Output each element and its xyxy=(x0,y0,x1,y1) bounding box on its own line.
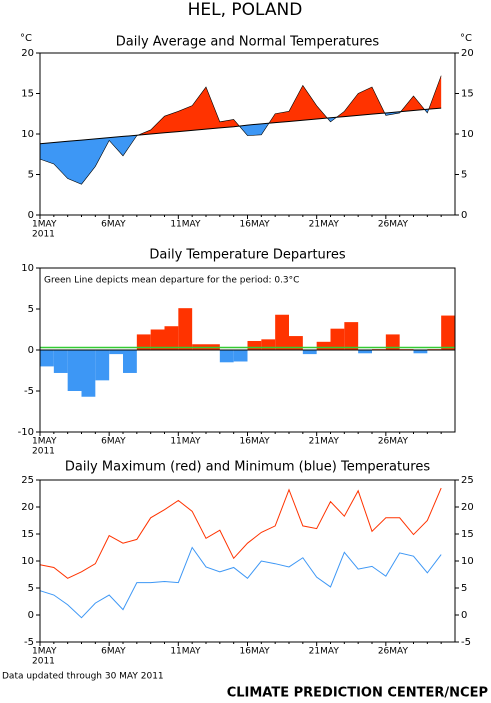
bar xyxy=(219,350,234,363)
y2-tick-label: 20 xyxy=(461,502,474,513)
y-tick-label: 0 xyxy=(28,210,34,221)
bar xyxy=(178,308,193,350)
x-tick-label: 1MAY xyxy=(32,220,57,230)
plot-frame xyxy=(39,479,456,643)
y-tick-label: 10 xyxy=(21,263,34,274)
bar xyxy=(109,350,123,355)
x-tick-label: 26MAY xyxy=(378,647,409,657)
y-tick-label: 0 xyxy=(28,610,34,621)
bar xyxy=(95,350,110,381)
y2-tick-label: 0 xyxy=(461,210,467,221)
x-tick-label: 6MAY xyxy=(101,437,126,447)
y2-tick-label: 20 xyxy=(461,48,474,59)
area-below xyxy=(40,108,442,185)
x-tick-label: 26MAY xyxy=(378,220,409,230)
y-tick-label: -10 xyxy=(18,427,34,438)
bar xyxy=(302,350,317,355)
y2-tick-label: 5 xyxy=(461,583,467,594)
average-line xyxy=(39,75,442,185)
bar xyxy=(67,350,82,391)
normal-line xyxy=(39,107,442,145)
bar xyxy=(344,322,359,350)
panel-title: Daily Average and Normal Temperatures xyxy=(116,35,380,50)
x-tick-label: 26MAY xyxy=(378,437,409,447)
bar xyxy=(233,350,248,362)
x-tick-label: 16MAY xyxy=(240,437,271,447)
y2-tick-label: 10 xyxy=(461,129,474,140)
panel-title: Daily Maximum (red) and Minimum (blue) T… xyxy=(65,460,430,475)
bar xyxy=(385,334,400,350)
bar xyxy=(358,350,372,354)
y-tick-label: 0 xyxy=(28,345,34,356)
bar xyxy=(123,350,137,373)
x-tick-label: 21MAY xyxy=(309,220,340,230)
y-tick-label: 25 xyxy=(21,475,34,486)
x-tick-label: 16MAY xyxy=(240,647,271,657)
y2-tick-label: -5 xyxy=(461,637,471,648)
bar xyxy=(164,326,179,350)
x-tick-label: 11MAY xyxy=(170,437,201,447)
x-tick-label: 6MAY xyxy=(101,647,126,657)
bar xyxy=(150,329,165,350)
area-above xyxy=(40,75,442,144)
x-tick-label: 11MAY xyxy=(170,647,201,657)
x-tick-label: 21MAY xyxy=(309,437,340,447)
bar xyxy=(330,328,345,350)
y-tick-label: 5 xyxy=(28,304,34,315)
y2-axis-label: °C xyxy=(460,33,472,44)
y-tick-label: 10 xyxy=(21,556,34,567)
series-line xyxy=(39,546,442,619)
x-tick-label: 16MAY xyxy=(240,220,271,230)
y-tick-label: 10 xyxy=(21,129,34,140)
bar xyxy=(289,336,303,350)
y-tick-label: -5 xyxy=(24,637,34,648)
y-tick-label: 5 xyxy=(28,170,34,181)
bar xyxy=(261,339,276,350)
y-axis-label: °C xyxy=(20,33,32,44)
y2-tick-label: 15 xyxy=(461,89,474,100)
x-year-label: 2011 xyxy=(32,230,55,240)
x-tick-label: 11MAY xyxy=(170,220,201,230)
bar xyxy=(316,341,331,350)
y2-tick-label: 10 xyxy=(461,556,474,567)
bar xyxy=(40,350,54,367)
annotation: Green Line depicts mean departure for th… xyxy=(44,276,299,286)
y-tick-label: 5 xyxy=(28,583,34,594)
x-tick-label: 1MAY xyxy=(32,647,57,657)
bar xyxy=(275,314,289,350)
bar xyxy=(136,334,151,350)
footer-note: Data updated through 30 MAY 2011 xyxy=(2,672,164,682)
y-tick-label: 20 xyxy=(21,502,34,513)
panel-title: Daily Temperature Departures xyxy=(149,248,345,263)
y2-tick-label: 25 xyxy=(461,475,474,486)
y2-tick-label: 15 xyxy=(461,529,474,540)
x-tick-label: 21MAY xyxy=(309,647,340,657)
x-year-label: 2011 xyxy=(32,447,55,457)
bar xyxy=(53,350,68,373)
x-tick-label: 6MAY xyxy=(101,220,126,230)
y-tick-label: -5 xyxy=(24,386,34,397)
y-tick-label: 15 xyxy=(21,529,34,540)
bar xyxy=(413,350,428,354)
y-tick-label: 15 xyxy=(21,89,34,100)
y-tick-label: 20 xyxy=(21,48,34,59)
bar xyxy=(441,315,455,350)
y2-tick-label: 5 xyxy=(461,170,467,181)
y2-tick-label: 0 xyxy=(461,610,467,621)
series-line xyxy=(39,487,442,579)
x-tick-label: 1MAY xyxy=(32,437,57,447)
page-title: HEL, POLAND xyxy=(188,0,303,20)
x-year-label: 2011 xyxy=(32,657,55,667)
credit: CLIMATE PREDICTION CENTER/NCEP xyxy=(227,686,488,701)
bar xyxy=(81,350,96,397)
bar xyxy=(247,340,262,350)
